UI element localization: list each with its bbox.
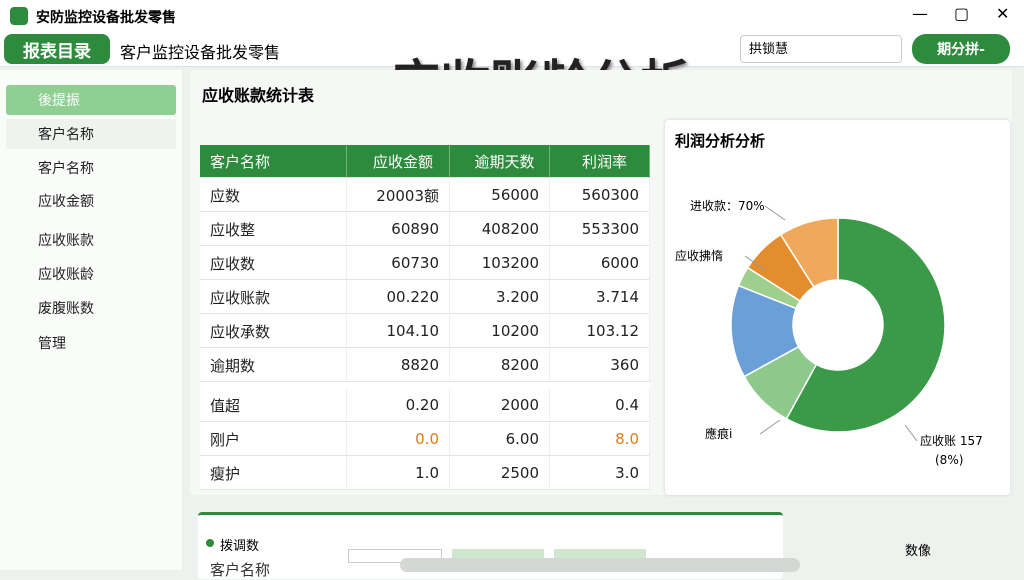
- table-cell: 8.0: [550, 423, 650, 456]
- table-cell: 103.12: [550, 315, 650, 348]
- table-cell: 56000: [450, 179, 550, 212]
- panel-title: 应收账款统计表: [202, 86, 315, 105]
- annotation: 應痕i: [705, 426, 732, 441]
- table-cell: 应收承数: [200, 315, 347, 348]
- table-cell: 103200: [450, 247, 550, 280]
- sidebar-item[interactable]: 应收账款: [38, 233, 94, 249]
- leader-line: [759, 419, 781, 435]
- table-cell: 360: [550, 349, 650, 382]
- table-cell: 应收整: [200, 213, 347, 246]
- table-cell: 2000: [450, 389, 550, 422]
- table-cell: 00.220: [347, 281, 450, 314]
- leader-line: [744, 255, 766, 271]
- annotation: 进收款：70%: [690, 199, 765, 213]
- table-cell: 3.200: [450, 281, 550, 314]
- table-cell: 1.0: [347, 457, 450, 490]
- breadcrumb: 客户监控设备批发零售: [120, 43, 281, 62]
- table-cell: 值超: [200, 389, 347, 422]
- maximize[interactable]: ▢: [954, 4, 970, 23]
- search-box[interactable]: 拱锁慧: [740, 35, 902, 63]
- table-cell: 瘦护: [200, 457, 347, 490]
- header-cell: 利润率: [550, 145, 650, 178]
- table-cell: 8820: [347, 349, 450, 382]
- sidebar-item[interactable]: 客户名称: [6, 119, 176, 149]
- table-cell: 应数: [200, 179, 347, 212]
- table-cell: 3.714: [550, 281, 650, 314]
- close[interactable]: ✕: [996, 4, 1010, 23]
- chart-card: 利润分析分析 进收款：70% 应收拂惰應痕i 应收账 157 (8%): [665, 120, 1010, 495]
- sidebar-item[interactable]: 应收金额: [38, 194, 94, 210]
- table-cell: 408200: [450, 213, 550, 246]
- table: 客户名称 应收金额 逾期天数 利润率应数 20003额 56000 560300 应收整 608…: [200, 145, 650, 490]
- header-cell: 客户名称: [200, 145, 347, 178]
- table-cell: 0.0: [347, 423, 450, 456]
- table-cell: 60890: [347, 213, 450, 246]
- sidebar-item[interactable]: 客户名称: [38, 161, 94, 177]
- sidebar: 後提振 客户名称 客户名称 应收金额 应收账款 应收账龄 废腹账数 管理: [0, 70, 182, 570]
- legend-dot: [206, 539, 214, 547]
- table-cell: 10200: [450, 315, 550, 348]
- table-cell: 20003额: [347, 179, 450, 212]
- table-cell: 60730: [347, 247, 450, 280]
- table-cell: 应收账款: [200, 281, 347, 314]
- table-cell: 560300: [550, 179, 650, 212]
- table-cell: 逾期数: [200, 349, 347, 382]
- app-title: 安防监控设备批发零售: [36, 10, 176, 26]
- header-cell: 逾期天数: [450, 145, 550, 178]
- menu-button[interactable]: 报表目录: [4, 34, 110, 64]
- table-cell: 553300: [550, 213, 650, 246]
- table-cell: 3.0: [550, 457, 650, 490]
- annotation: 应收账 157: [920, 433, 983, 448]
- toolbar: 报表目录 客户监控设备批发零售 拱锁慧 期分拼-: [0, 32, 1024, 67]
- table-cell: 2500: [450, 457, 550, 490]
- bottom-label: 客户名称: [210, 561, 271, 579]
- leader-line: [764, 205, 786, 221]
- table-cell: 6.00: [450, 423, 550, 456]
- table-cell: 8200: [450, 349, 550, 382]
- app-icon: [10, 7, 28, 25]
- legend-text: 拨调数: [220, 539, 260, 554]
- sidebar-item[interactable]: 废腹账数: [38, 301, 94, 317]
- user-text: 期分拼-: [937, 42, 985, 58]
- table-cell: 0.20: [347, 389, 450, 422]
- table-cell: 6000: [550, 247, 650, 280]
- sidebar-item[interactable]: 後提振: [6, 85, 176, 115]
- sidebar-item[interactable]: 应收账龄: [38, 267, 94, 283]
- table-cell: 刚户: [200, 423, 347, 456]
- field[interactable]: [348, 549, 442, 563]
- donut-slice: [785, 217, 946, 433]
- header-cell: 应收金额: [347, 145, 450, 178]
- table-cell: 应收数: [200, 247, 347, 280]
- leader-line: [904, 424, 918, 442]
- sidebar-item[interactable]: 管理: [38, 336, 66, 352]
- donut-slice: [779, 217, 839, 289]
- annotation: (8%): [935, 453, 963, 467]
- title-bar: 安防监控设备批发零售 — ▢ ✕: [0, 0, 1024, 32]
- bottom-right-text: 数像: [905, 544, 932, 559]
- minimize[interactable]: —: [912, 4, 928, 23]
- table-cell: 104.10: [347, 315, 450, 348]
- user-button[interactable]: 期分拼-: [912, 34, 1010, 64]
- table-cell: 0.4: [550, 389, 650, 422]
- annotation: 应收拂惰: [675, 248, 723, 263]
- chart-title: 利润分析分析: [675, 132, 765, 150]
- scrollbar[interactable]: [400, 558, 800, 572]
- search-text: 拱锁慧: [749, 42, 789, 57]
